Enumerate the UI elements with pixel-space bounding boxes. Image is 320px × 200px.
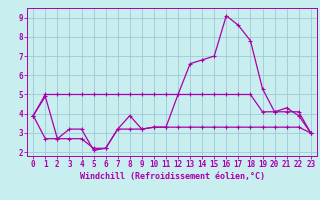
- X-axis label: Windchill (Refroidissement éolien,°C): Windchill (Refroidissement éolien,°C): [79, 172, 265, 181]
